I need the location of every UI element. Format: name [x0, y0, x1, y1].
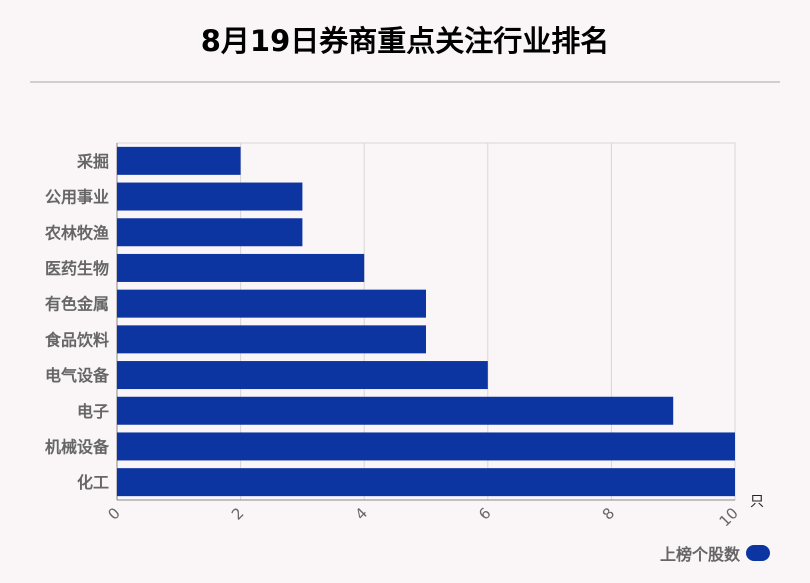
- chart-title: 8月19日券商重点关注行业排名: [200, 24, 610, 58]
- bar[interactable]: [117, 468, 735, 497]
- category-label: 化工: [77, 473, 109, 492]
- category-label: 机械设备: [45, 437, 110, 456]
- bars: [117, 146, 735, 497]
- x-tick-label: 2: [228, 504, 247, 523]
- bar[interactable]: [117, 432, 735, 461]
- legend-label: 上榜个股数: [659, 545, 740, 564]
- legend-swatch: [746, 545, 770, 561]
- bar[interactable]: [117, 182, 303, 211]
- bar[interactable]: [117, 396, 674, 425]
- bar[interactable]: [117, 146, 241, 175]
- category-label: 电子: [77, 402, 109, 421]
- bar[interactable]: [117, 253, 365, 282]
- x-tick-label: 10: [716, 504, 742, 530]
- category-label: 电气设备: [45, 366, 110, 385]
- title-divider: [30, 81, 780, 83]
- x-tick-label: 6: [475, 504, 494, 523]
- x-tick-label: 4: [352, 504, 371, 523]
- x-tick-labels: 0 2 4 6 8 10: [104, 504, 741, 530]
- bar[interactable]: [117, 218, 303, 247]
- category-label: 采掘: [76, 152, 109, 171]
- x-unit-label: 只: [750, 494, 764, 510]
- bar[interactable]: [117, 325, 426, 354]
- category-label: 医药生物: [45, 259, 109, 278]
- category-label: 公用事业: [45, 188, 109, 207]
- bar[interactable]: [117, 361, 488, 390]
- x-tick-label: 8: [599, 504, 618, 523]
- category-label: 农林牧渔: [44, 223, 109, 242]
- category-label: 有色金属: [45, 295, 109, 314]
- bar[interactable]: [117, 289, 426, 318]
- category-label: 食品饮料: [44, 330, 109, 349]
- legend[interactable]: 上榜个股数: [660, 541, 770, 565]
- x-tick-label: 0: [104, 504, 123, 523]
